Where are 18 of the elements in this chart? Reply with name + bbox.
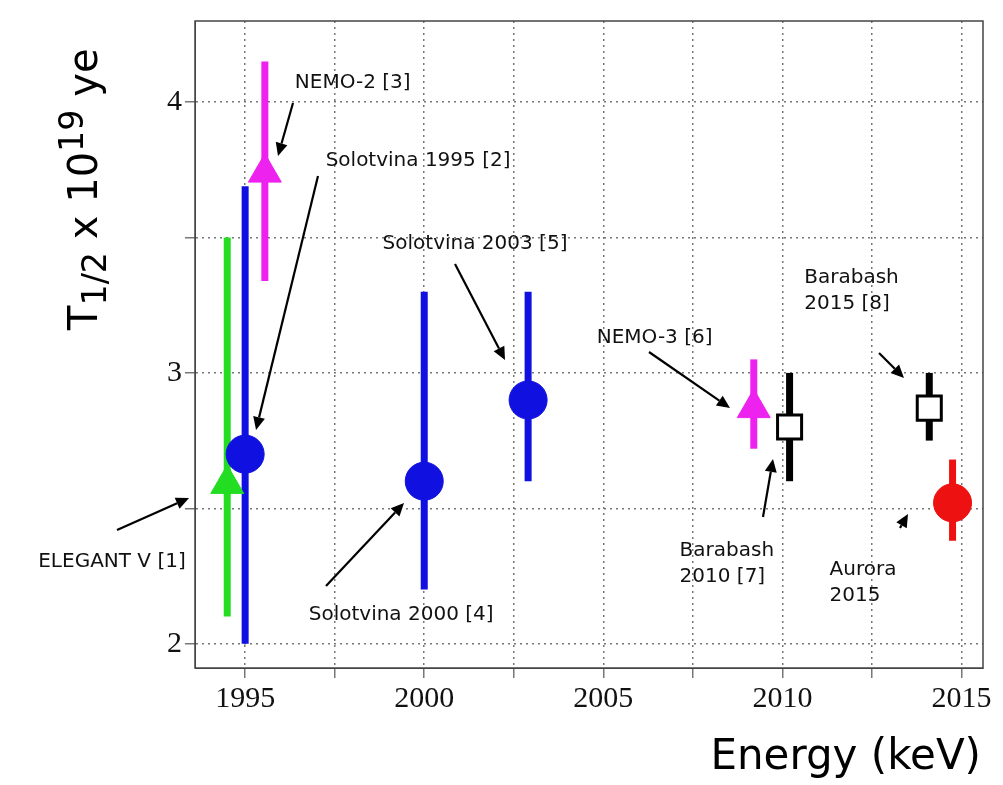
x-tick-label: 1995 <box>215 679 276 713</box>
annotation: NEMO-3 [6] <box>596 323 713 350</box>
annotation: Barabash 2010 [7] <box>679 536 776 589</box>
annotation: Solotvina 2000 [4] <box>308 600 494 627</box>
y-tick-label: 3 <box>167 353 182 387</box>
x-tick-label: 2005 <box>573 679 634 713</box>
x-tick-label: 2000 <box>394 679 455 713</box>
text: ELEGANT V [1] <box>38 546 186 573</box>
x-tick-label: 2010 <box>752 679 813 713</box>
annotation: NEMO-2 [3] <box>294 67 411 94</box>
y-tick-label: 2 <box>167 624 182 658</box>
annotation: Barabash 2015 [8] <box>804 263 900 316</box>
annotation: Aurora 2015 <box>829 554 898 607</box>
y-tick-label: 4 <box>167 83 182 117</box>
x-axis-title: Energy (keV) <box>710 730 981 779</box>
x-tick-label: 2015 <box>931 679 992 713</box>
annotation: Solotvina 1995 [2] <box>325 146 511 173</box>
annotation: Solotvina 2003 [5] <box>382 229 568 255</box>
